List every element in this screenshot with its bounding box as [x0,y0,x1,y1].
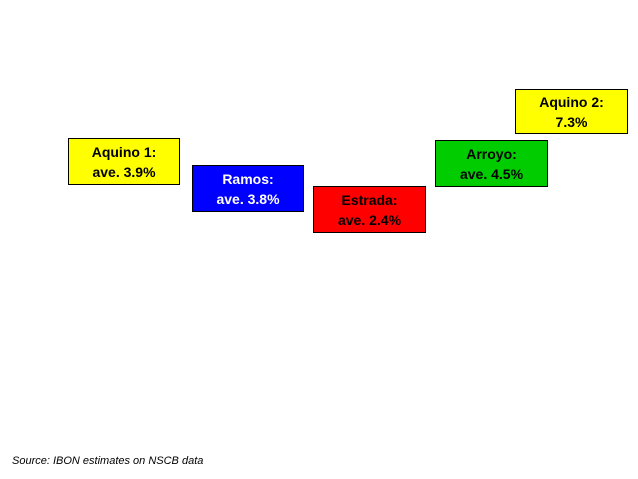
period-box-arroyo: Arroyo: ave. 4.5% [435,140,548,187]
period-average-label: ave. 4.5% [459,165,524,182]
period-name-label: Estrada: [341,191,398,208]
period-average-label: ave. 3.9% [92,163,156,180]
period-name-label: Aquino 2: [539,93,604,110]
period-box-aquino-2: Aquino 2: 7.3% [515,89,628,134]
period-average-label: ave. 3.8% [216,190,280,207]
source-note: Source: IBON estimates on NSCB data [12,455,204,467]
period-box-aquino-1: Aquino 1: ave. 3.9% [68,138,180,185]
period-box-ramos: Ramos: ave. 3.8% [192,165,304,212]
period-name-label: Ramos: [222,170,274,187]
period-name-label: Arroyo: [466,145,517,162]
period-box-estrada: Estrada: ave. 2.4% [313,186,426,233]
period-name-label: Aquino 1: [91,143,157,160]
period-average-label: 7.3% [555,113,588,130]
period-average-label: ave. 2.4% [337,211,402,228]
